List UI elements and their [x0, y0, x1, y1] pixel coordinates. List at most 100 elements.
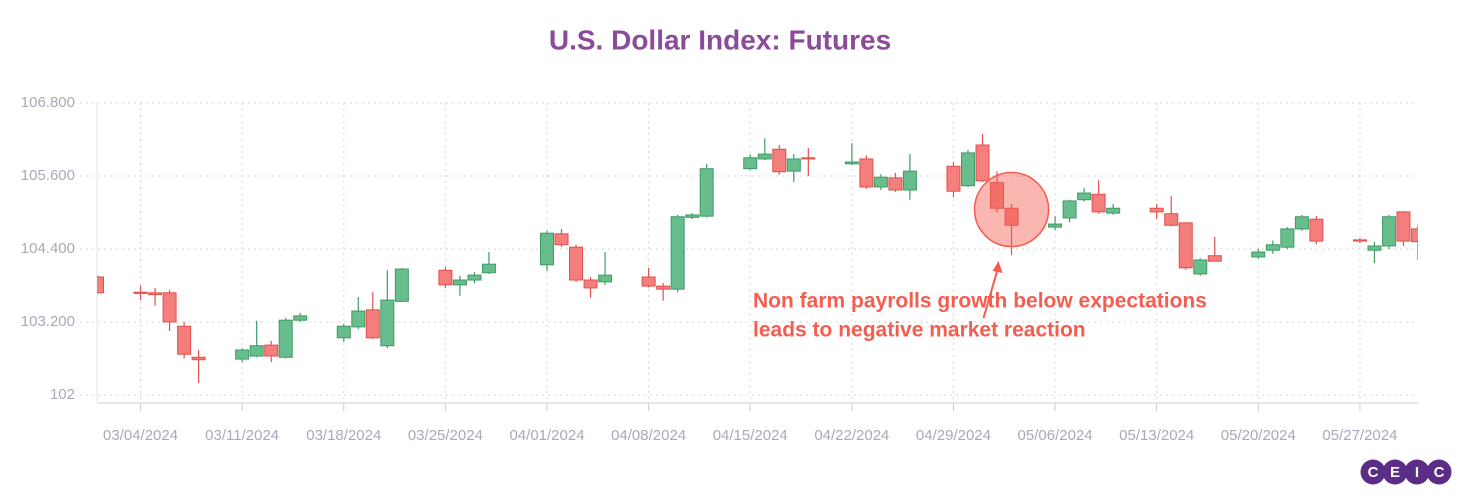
- candle-body: [1265, 244, 1280, 251]
- candle-body: [1207, 255, 1222, 262]
- candle-body: [1352, 239, 1367, 242]
- arrow-head: [992, 261, 1003, 273]
- annotation: Non farm payrolls growth below expectati…: [753, 171, 1207, 342]
- y-tick-label: 103.200: [21, 313, 75, 330]
- logo-letter: E: [1390, 464, 1400, 481]
- candle-body: [177, 325, 192, 355]
- candle-body: [1048, 223, 1063, 228]
- candle-body: [1367, 245, 1382, 251]
- candle-body: [743, 157, 758, 170]
- x-tick-label: 04/01/2024: [509, 427, 584, 444]
- candle-body: [351, 310, 366, 328]
- candle-body: [1294, 216, 1309, 230]
- candle-body: [888, 177, 903, 191]
- x-tick-label: 03/25/2024: [408, 427, 483, 444]
- x-tick-label: 03/11/2024: [205, 427, 279, 444]
- candle-body: [598, 274, 613, 283]
- candle-body: [235, 349, 250, 360]
- candle-body: [772, 148, 787, 173]
- candle-body: [293, 315, 308, 321]
- x-tick-label: 03/04/2024: [103, 427, 178, 444]
- candles: [97, 134, 1418, 383]
- candle-body: [1280, 228, 1295, 248]
- logo-letter: I: [1415, 464, 1419, 481]
- candle-body: [1381, 216, 1396, 247]
- candle-body: [264, 344, 279, 357]
- candle-body: [1178, 222, 1193, 269]
- grid: 102 103.200 104.400 105.600 106.800 03/04/202…: [21, 94, 1418, 444]
- candle-body: [1251, 251, 1266, 258]
- candle-body: [554, 233, 569, 246]
- y-tick-label: 106.800: [21, 94, 75, 111]
- candle-body: [975, 144, 990, 182]
- candle-body: [1396, 211, 1411, 242]
- logo-dot: [1426, 459, 1452, 485]
- logo-dot: [1382, 459, 1408, 485]
- x-tick-label: 04/22/2024: [814, 427, 889, 444]
- candle-body: [670, 216, 685, 290]
- candle-body: [438, 269, 453, 286]
- x-tick-label: 05/20/2024: [1221, 427, 1296, 444]
- candle-body: [873, 176, 888, 188]
- candle-body: [1193, 259, 1208, 275]
- candle-body: [467, 274, 482, 281]
- candle-body: [365, 309, 380, 339]
- candle-body: [1077, 192, 1092, 201]
- annotation-arrow: [982, 265, 1000, 319]
- chart-title: U.S. Dollar Index: Futures: [549, 24, 891, 55]
- candle-body: [481, 263, 496, 274]
- candle-body: [801, 157, 816, 160]
- candle-body: [97, 276, 104, 294]
- y-tick-label: 102: [50, 386, 75, 403]
- candle-body: [133, 291, 148, 294]
- x-tick-label: 04/08/2024: [611, 427, 686, 444]
- candle-body: [990, 182, 1005, 209]
- candle-body: [1106, 207, 1121, 214]
- candle-body: [162, 292, 177, 323]
- x-tick-label: 05/06/2024: [1018, 427, 1093, 444]
- candle-body: [380, 299, 395, 347]
- x-tick-label: 03/18/2024: [306, 427, 381, 444]
- candle-body: [699, 168, 714, 217]
- candle-body: [278, 319, 293, 358]
- x-tick-label: 05/13/2024: [1119, 427, 1194, 444]
- candle-body: [1164, 213, 1179, 226]
- candle-body: [394, 268, 409, 302]
- y-tick-label: 105.600: [21, 167, 75, 184]
- x-tick-label: 04/29/2024: [916, 427, 991, 444]
- y-tick-label: 104.400: [21, 240, 75, 257]
- logo-letter: C: [1434, 464, 1445, 481]
- logo-dot: [1360, 459, 1386, 485]
- candle-body: [249, 345, 264, 357]
- candle-body: [1062, 200, 1077, 219]
- candle-body: [641, 276, 656, 287]
- logo-dot: [1404, 459, 1430, 485]
- candle-body: [1309, 218, 1324, 242]
- candle-body: [1411, 228, 1418, 243]
- candle-body: [583, 279, 598, 289]
- logo-letter: C: [1368, 464, 1379, 481]
- x-tick-label: 05/27/2024: [1322, 427, 1397, 444]
- x-tick-label: 04/15/2024: [713, 427, 788, 444]
- candle-body: [1149, 207, 1164, 213]
- candle-body: [336, 325, 351, 339]
- highlight-circle: [973, 171, 1050, 248]
- annotation-text: leads to negative market reaction: [753, 319, 1086, 342]
- candle-body: [148, 292, 163, 296]
- candle-body: [946, 165, 961, 192]
- candle-body: [569, 246, 584, 281]
- candle-body: [757, 153, 772, 160]
- candle-body: [540, 232, 555, 266]
- candle-body: [656, 285, 671, 290]
- candle-body: [1004, 207, 1019, 226]
- candle-body: [685, 214, 700, 218]
- candle-body: [960, 152, 975, 187]
- candle-body: [191, 356, 206, 361]
- candle-body: [452, 279, 467, 286]
- candle-body: [902, 170, 917, 191]
- candle-body: [844, 161, 859, 165]
- candle-body: [1091, 193, 1106, 213]
- annotation-text: Non farm payrolls growth below expectati…: [753, 290, 1207, 313]
